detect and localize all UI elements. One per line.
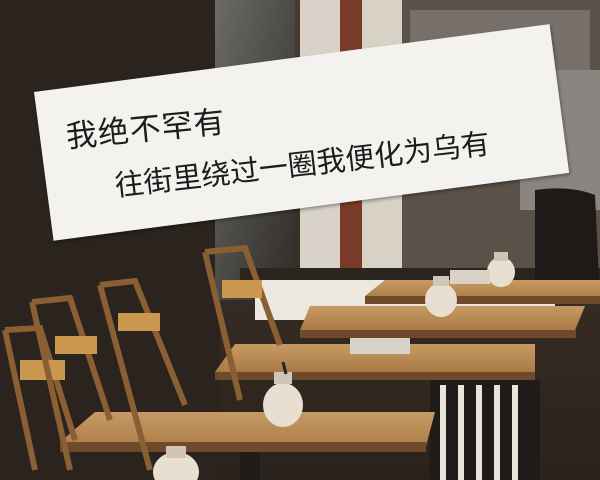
table-top xyxy=(60,412,435,450)
table-edge xyxy=(60,442,426,452)
dark-chair xyxy=(535,188,600,300)
table-top xyxy=(215,344,535,372)
note-line-1: 我绝不罕有 xyxy=(64,104,228,156)
bistro-chair xyxy=(202,244,283,401)
table-leg xyxy=(240,452,260,480)
napkin-holder xyxy=(350,338,410,354)
glass-jar xyxy=(153,446,199,480)
napkin-holder xyxy=(450,270,490,284)
bistro-chair xyxy=(97,277,188,471)
table-top xyxy=(365,280,600,300)
table-edge xyxy=(365,296,600,304)
bistro-chair xyxy=(29,294,113,471)
glass-jar xyxy=(425,276,457,317)
glass-jar xyxy=(263,361,303,427)
table-top xyxy=(300,306,585,330)
glass-jar xyxy=(487,252,515,287)
table-edge xyxy=(215,372,535,380)
table-base xyxy=(430,380,540,480)
table-edge xyxy=(300,330,576,338)
